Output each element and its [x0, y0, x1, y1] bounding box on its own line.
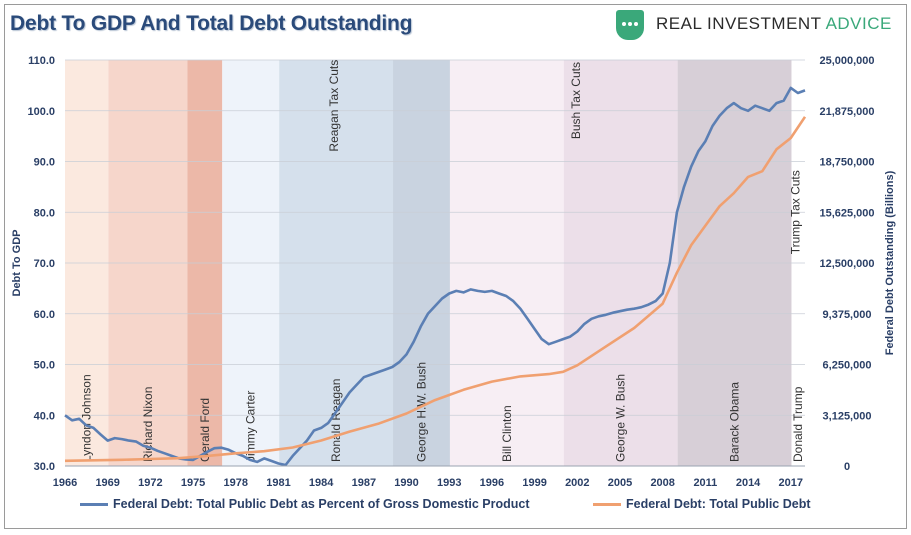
y-axis-right: 0 3,125,000 6,250,000 9,375,000 12,500,000 15…	[819, 55, 874, 473]
legend-label-debt-to-gdp: Federal Debt: Total Public Debt as Perce…	[113, 497, 530, 511]
legend: Federal Debt: Total Public Debt as Perce…	[0, 497, 911, 515]
y-tick-label: 80.0	[34, 207, 55, 219]
x-tick-label: 1993	[437, 477, 461, 489]
annotation-trump-tax-cuts: Trump Tax Cuts	[788, 170, 802, 254]
x-axis: 1966 1969 1972 1975 1978 1981 1984 1987 1990 1993…	[53, 465, 805, 489]
y-tick-label: 110.0	[28, 55, 55, 67]
x-tick-label: 2011	[693, 477, 717, 489]
brand-logo: REAL INVESTMENT ADVICE	[616, 8, 896, 40]
y2-tick-label: 18,750,000	[819, 157, 874, 169]
x-tick-label: 1972	[138, 477, 162, 489]
y2-axis-label: Federal Debt Outstanding (Billions)	[884, 170, 896, 355]
era-label-barack-obama: Barack Obama	[728, 382, 742, 462]
y-tick-label: 100.0	[27, 106, 55, 118]
x-tick-label: 2014	[736, 477, 761, 489]
y-tick-label: 40.0	[34, 410, 55, 422]
era-label-george-w-bush: George W. Bush	[614, 374, 628, 462]
brand-name: REAL INVESTMENT ADVICE	[656, 14, 892, 34]
era-label-gerald-ford: Gerald Ford	[198, 398, 212, 462]
annotation-bush-tax-cuts: Bush Tax Cuts	[569, 62, 583, 139]
brand-main: REAL INVESTMENT	[656, 14, 822, 33]
y2-tick-label: 21,875,000	[819, 106, 874, 118]
series-lines	[64, 86, 807, 467]
era-label-donald-trump: Donald Trump	[791, 386, 805, 462]
y2-tick-label: 0	[844, 461, 850, 473]
x-tick-label: 1984	[309, 477, 334, 489]
x-tick-label: 2005	[608, 477, 632, 489]
x-tick-label: 1987	[352, 477, 376, 489]
x-tick-label: 1990	[394, 477, 418, 489]
x-tick-label: 2008	[650, 477, 674, 489]
legend-swatch-total-debt	[593, 502, 621, 506]
era-label-lyndon-johnson: Lyndon Johnson	[80, 374, 94, 462]
annotation-reagan-tax-cuts: Reagan Tax Cuts	[327, 60, 341, 152]
speech-bubble-icon	[616, 10, 644, 40]
y2-tick-label: 6,250,000	[823, 360, 872, 372]
y2-tick-label: 25,000,000	[819, 55, 874, 67]
x-tick-label: 2002	[565, 477, 589, 489]
y-tick-label: 60.0	[34, 309, 55, 321]
era-label-george-h-w-bush: George H.W. Bush	[414, 362, 428, 462]
era-label-jimmy-carter: Jimmy Carter	[244, 391, 258, 462]
legend-label-total-debt: Federal Debt: Total Public Debt	[626, 497, 811, 511]
y2-tick-label: 12,500,000	[819, 258, 874, 270]
y-axis-left: 30.0 40.0 50.0 60.0 70.0 80.0 90.0 100.0 110.0	[27, 55, 55, 473]
y-axis-label: Debt To GDP	[11, 229, 23, 296]
x-tick-label: 1966	[53, 477, 77, 489]
series-line-total-debt	[64, 116, 807, 463]
era-labels: Lyndon Johnson Richard Nixon Gerald Ford Ji…	[80, 362, 806, 462]
y-tick-label: 30.0	[34, 461, 55, 473]
y2-tick-label: 3,125,000	[823, 410, 872, 422]
y2-tick-label: 15,625,000	[819, 207, 874, 219]
x-tick-label: 1969	[95, 477, 119, 489]
annotations: Reagan Tax Cuts Bush Tax Cuts Trump Tax Cu…	[327, 60, 802, 255]
y2-tick-label: 9,375,000	[823, 309, 872, 321]
era-label-bill-clinton: Bill Clinton	[500, 405, 514, 462]
x-tick-label: 1978	[224, 477, 248, 489]
brand-accent: ADVICE	[825, 14, 892, 33]
chart-title: Debt To GDP And Total Debt Outstanding	[10, 12, 413, 35]
legend-item-debt-to-gdp: Federal Debt: Total Public Debt as Perce…	[80, 497, 530, 511]
x-tick-label: 1981	[266, 477, 290, 489]
legend-swatch-debt-to-gdp	[80, 502, 108, 506]
era-label-ronald-reagan: Ronald Reagan	[329, 379, 343, 462]
x-tick-label: 1975	[181, 477, 205, 489]
x-tick-label: 2017	[779, 477, 803, 489]
series-line-debt-to-gdp	[64, 86, 806, 467]
x-tick-label: 1996	[480, 477, 504, 489]
y-tick-label: 70.0	[34, 258, 55, 270]
y-tick-label: 50.0	[34, 360, 55, 372]
x-tick-label: 1999	[522, 477, 546, 489]
y-tick-label: 90.0	[34, 157, 55, 169]
legend-item-total-debt: Federal Debt: Total Public Debt	[593, 497, 811, 511]
era-label-richard-nixon: Richard Nixon	[141, 387, 155, 462]
